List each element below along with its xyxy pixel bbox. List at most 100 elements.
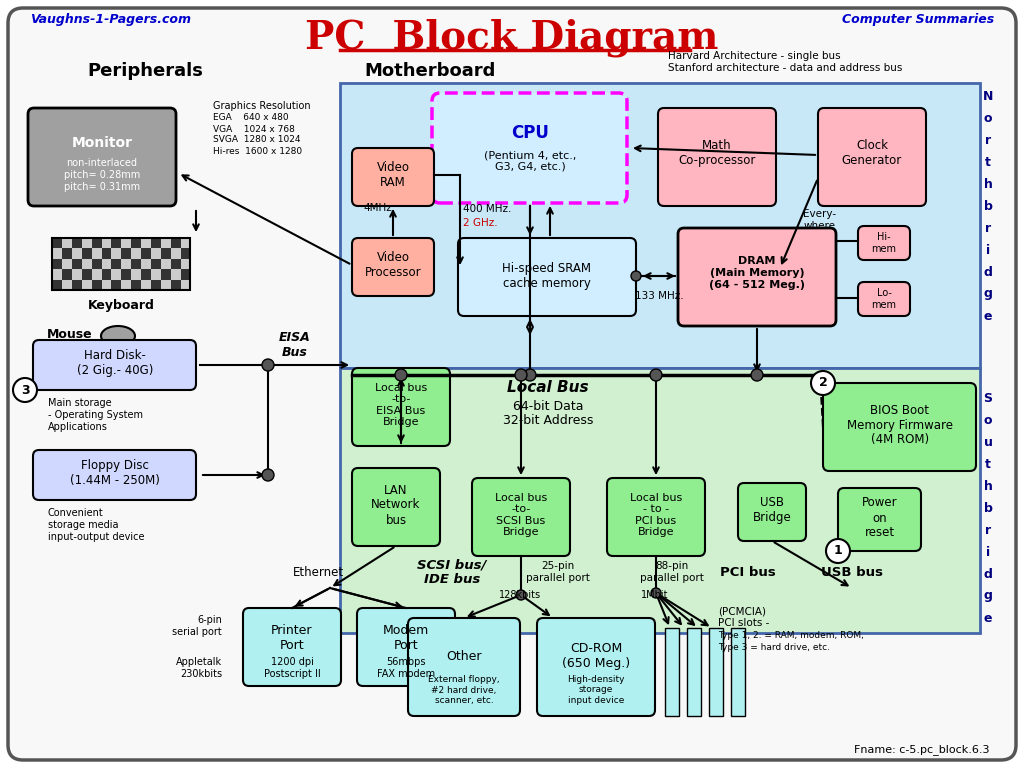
Bar — [665, 628, 679, 716]
Bar — [141, 280, 151, 290]
Bar — [131, 248, 141, 259]
Text: Hard Disk-
(2 Gig.- 40G): Hard Disk- (2 Gig.- 40G) — [77, 349, 154, 377]
FancyBboxPatch shape — [458, 238, 636, 316]
Text: LAN
Network
bus: LAN Network bus — [372, 484, 421, 527]
Bar — [52, 280, 61, 290]
Bar — [151, 270, 161, 280]
Bar — [180, 270, 190, 280]
FancyBboxPatch shape — [33, 450, 196, 500]
Text: i: i — [986, 243, 990, 257]
Bar — [121, 280, 131, 290]
Text: g: g — [984, 590, 992, 603]
Circle shape — [751, 369, 763, 381]
Circle shape — [811, 371, 835, 395]
Text: input-output device: input-output device — [48, 532, 144, 542]
Bar — [91, 280, 101, 290]
Text: Video
RAM: Video RAM — [377, 161, 410, 189]
Text: r: r — [985, 221, 991, 234]
Text: USB bus: USB bus — [821, 567, 883, 580]
Text: e: e — [984, 310, 992, 323]
Text: Hi-res  1600 x 1280: Hi-res 1600 x 1280 — [213, 147, 302, 155]
Text: r: r — [985, 134, 991, 147]
Text: External floppy,
#2 hard drive,
scanner, etc.: External floppy, #2 hard drive, scanner,… — [428, 675, 500, 705]
FancyBboxPatch shape — [352, 468, 440, 546]
Text: (Pentium 4, etc.,
G3, G4, etc.): (Pentium 4, etc., G3, G4, etc.) — [483, 151, 577, 172]
Bar — [52, 270, 61, 280]
Text: t: t — [985, 155, 991, 168]
FancyBboxPatch shape — [408, 618, 520, 716]
Bar — [161, 280, 171, 290]
Bar — [131, 270, 141, 280]
Text: Convenient: Convenient — [48, 508, 103, 518]
FancyBboxPatch shape — [858, 282, 910, 316]
Text: Other: Other — [446, 650, 481, 663]
Text: EGA    640 x 480: EGA 640 x 480 — [213, 114, 289, 123]
Text: 1: 1 — [834, 545, 843, 558]
Bar — [82, 270, 91, 280]
Text: S: S — [983, 392, 992, 405]
Bar — [61, 280, 72, 290]
Bar — [151, 280, 161, 290]
Text: Every-
where: Every- where — [804, 209, 837, 231]
Text: EISA
Bus: EISA Bus — [280, 331, 311, 359]
Text: Printer
Port: Printer Port — [271, 624, 312, 652]
Bar — [131, 238, 141, 248]
Bar — [112, 238, 121, 248]
Text: 400 MHz.: 400 MHz. — [463, 204, 511, 214]
Bar — [340, 83, 980, 368]
Bar — [141, 248, 151, 259]
Text: USB
Bridge: USB Bridge — [753, 496, 792, 524]
Bar — [131, 280, 141, 290]
FancyBboxPatch shape — [472, 478, 570, 556]
Text: 25-pin
parallel port: 25-pin parallel port — [526, 561, 590, 583]
Bar — [101, 270, 112, 280]
Text: 56mbps
FAX modem: 56mbps FAX modem — [377, 657, 435, 679]
Text: Main storage: Main storage — [48, 398, 112, 408]
Bar — [141, 259, 151, 270]
Text: o: o — [984, 413, 992, 426]
Bar — [82, 259, 91, 270]
Bar — [112, 248, 121, 259]
Circle shape — [631, 271, 641, 281]
Text: o: o — [984, 111, 992, 124]
Bar — [180, 238, 190, 248]
Text: High-density
storage
input device: High-density storage input device — [567, 675, 625, 705]
Bar — [72, 248, 82, 259]
Text: PC  Block Diagram: PC Block Diagram — [305, 18, 719, 58]
Text: i: i — [986, 545, 990, 558]
Ellipse shape — [101, 326, 135, 346]
Bar — [731, 628, 745, 716]
FancyBboxPatch shape — [352, 238, 434, 296]
FancyBboxPatch shape — [838, 488, 921, 551]
Text: d: d — [984, 266, 992, 279]
Bar — [82, 238, 91, 248]
Circle shape — [262, 359, 274, 371]
Bar — [112, 280, 121, 290]
Text: Vaughns-1-Pagers.com: Vaughns-1-Pagers.com — [30, 14, 191, 27]
Text: Type 1, 2. = RAM, modem, ROM,: Type 1, 2. = RAM, modem, ROM, — [718, 631, 864, 640]
Text: (PCMCIA): (PCMCIA) — [718, 606, 766, 616]
Bar — [121, 259, 131, 270]
FancyBboxPatch shape — [818, 108, 926, 206]
Text: u: u — [984, 435, 992, 449]
Bar — [161, 248, 171, 259]
Text: Floppy Disc
(1.44M - 250M): Floppy Disc (1.44M - 250M) — [70, 459, 160, 487]
FancyBboxPatch shape — [858, 226, 910, 260]
Circle shape — [650, 369, 662, 381]
FancyBboxPatch shape — [678, 228, 836, 326]
Bar — [180, 259, 190, 270]
Text: h: h — [984, 177, 992, 190]
Text: Hi-
mem: Hi- mem — [871, 232, 896, 253]
Text: CD-ROM
(650 Meg.): CD-ROM (650 Meg.) — [562, 642, 630, 670]
Bar — [72, 270, 82, 280]
Bar — [171, 248, 180, 259]
Text: 2 GHz.: 2 GHz. — [463, 218, 498, 228]
Text: BIOS Boot
Memory Firmware
(4M ROM): BIOS Boot Memory Firmware (4M ROM) — [847, 403, 953, 446]
FancyBboxPatch shape — [607, 478, 705, 556]
Text: VGA    1024 x 768: VGA 1024 x 768 — [213, 124, 295, 134]
Text: 1Mbit: 1Mbit — [641, 590, 669, 600]
Text: 1200 dpi
Postscript II: 1200 dpi Postscript II — [263, 657, 321, 679]
Text: r: r — [985, 524, 991, 537]
Text: Motherboard: Motherboard — [365, 62, 496, 80]
Bar — [101, 280, 112, 290]
